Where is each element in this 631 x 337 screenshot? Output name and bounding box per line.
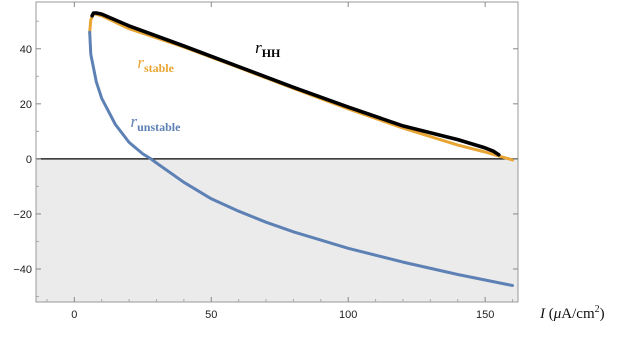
- x-tick-label: 100: [339, 309, 357, 321]
- x-tick-label: 150: [476, 309, 494, 321]
- y-tick-label: 0: [26, 154, 32, 166]
- x-axis-label-unit: A/cm: [561, 306, 595, 322]
- series-label-subscript: HH: [262, 46, 281, 60]
- series-label-subscript: unstable: [137, 120, 181, 134]
- series-label-symbol: r: [255, 38, 262, 57]
- series-label-subscript: stable: [144, 61, 175, 75]
- y-tick-label: 40: [20, 44, 32, 56]
- series-label-unstable: runstable: [130, 112, 181, 134]
- y-tick-label: −40: [13, 264, 32, 276]
- tick-group: 0 50 100 150 40 20 0 −20 −40: [13, 2, 518, 321]
- x-axis-label-exponent: 2: [595, 304, 600, 315]
- series-label-HH: rHH: [255, 38, 281, 60]
- y-tick-label: −20: [13, 209, 32, 221]
- plot-frame: [35, 1, 519, 303]
- x-tick-label: 0: [71, 309, 77, 321]
- x-axis-label-mu: μ: [553, 306, 562, 322]
- x-axis-label: I (μA/cm2): [539, 304, 605, 322]
- y-tick-label: 20: [20, 99, 32, 111]
- series-line-HH: [90, 11, 501, 157]
- x-axis-label-symbol: I: [539, 306, 546, 322]
- series-group: [88, 11, 514, 287]
- series-label-symbol: r: [130, 112, 137, 131]
- negative-region: [36, 158, 518, 302]
- series-label-stable: rstable: [137, 53, 174, 75]
- x-tick-label: 50: [205, 309, 217, 321]
- series-line-unstable: [88, 30, 514, 287]
- x-axis-label-open: (: [545, 306, 554, 322]
- x-axis-label-close: ): [600, 306, 605, 322]
- series-label-symbol: r: [137, 53, 144, 72]
